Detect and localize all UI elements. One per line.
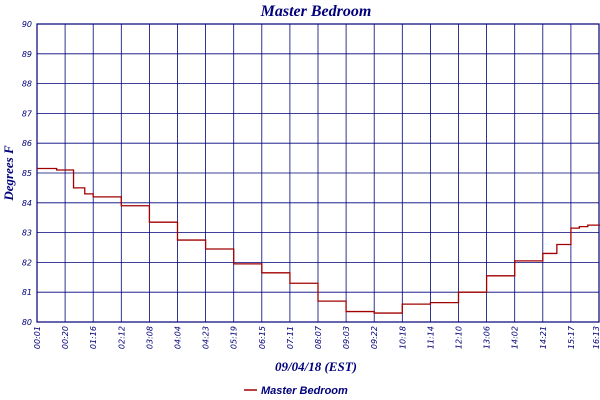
x-tick-label: 00:20 [61,326,70,349]
x-tick-label: 16:13 [592,326,600,349]
y-tick-label: 80 [22,318,32,327]
y-tick-label: 85 [22,169,32,178]
y-tick-label: 88 [22,80,32,89]
x-tick-label: 09:22 [370,326,379,349]
plot-area-border [36,23,600,323]
y-axis-ticks: 80 81 82 83 84 85 86 87 88 89 90 [22,20,33,327]
x-tick-label: 00:01 [33,326,42,349]
series-group [37,167,600,314]
x-tick-label: 12:10 [455,326,464,349]
x-tick-label: 02:12 [117,326,126,349]
x-tick-label: 11:14 [426,326,435,349]
x-tick-label: 14:02 [511,326,520,349]
x-tick-label: 13:06 [483,326,492,349]
legend-label: Master Bedroom [261,385,348,397]
y-tick-label: 84 [22,199,32,208]
x-tick-label: 04:23 [202,326,211,349]
x-tick-label: 08:07 [314,325,323,349]
x-tick-label: 07:11 [286,326,295,349]
x-tick-label: 03:08 [145,326,154,349]
x-tick-label: 14:21 [539,326,548,349]
y-tick-label: 89 [22,50,32,59]
y-tick-label: 81 [22,288,32,297]
y-tick-label: 82 [22,258,32,267]
x-tick-label: 06:15 [258,326,267,349]
x-tick-label: 01:16 [89,326,98,349]
y-tick-label: 90 [22,20,32,29]
grid [36,23,600,323]
x-tick-label: 05:19 [230,326,239,349]
y-tick-label: 87 [22,109,33,118]
series-line [37,167,600,314]
chart-title: Master Bedroom [260,3,372,20]
x-tick-label: 10:18 [398,326,407,349]
y-axis-label: Degrees F [1,145,16,202]
x-tick-label: 09:03 [342,326,351,349]
y-tick-label: 83 [22,229,32,238]
x-tick-label: 15:17 [567,325,576,349]
y-tick-label: 86 [22,139,32,148]
x-tick-label: 04:04 [174,326,183,349]
x-axis-label: 09/04/18 (EST) [275,359,357,374]
x-axis-ticks: 00:01 00:20 01:16 02:12 03:08 04:04 04:23 05:19… [33,325,600,349]
legend: Master Bedroom [244,385,348,397]
